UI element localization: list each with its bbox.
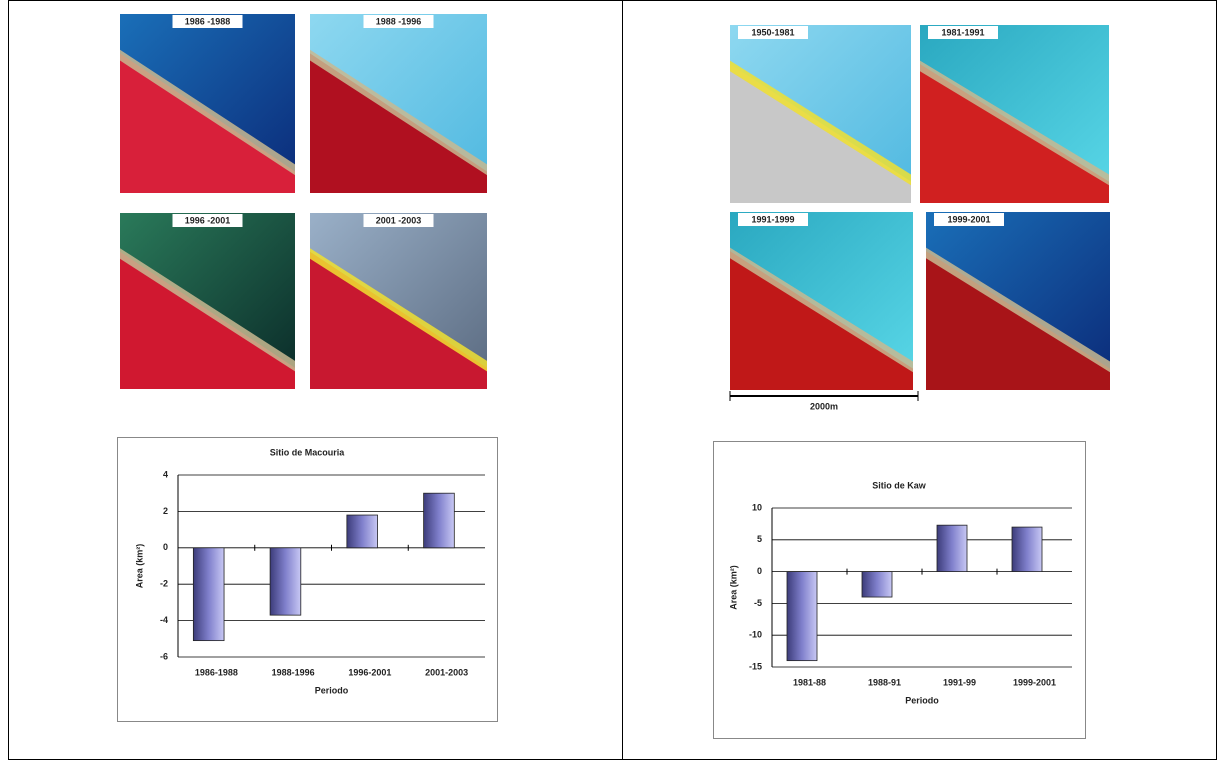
bar — [269, 547, 302, 616]
coast-band — [926, 247, 1110, 373]
x-axis-label: Periodo — [905, 695, 939, 705]
y-tick-label: 4 — [163, 469, 168, 479]
y-tick-label: -5 — [754, 598, 762, 608]
coast-band — [310, 49, 487, 176]
bar — [936, 524, 968, 572]
y-tick-label: -4 — [160, 615, 168, 625]
image-label: 1988 -1996 — [376, 16, 422, 26]
y-tick-label: -6 — [160, 651, 168, 661]
image-label: 2001 -2003 — [376, 215, 422, 225]
y-axis-label: Area (km²) — [728, 565, 738, 610]
coast-band — [730, 60, 911, 186]
coast-band — [920, 60, 1109, 186]
coast-band — [730, 247, 913, 373]
y-tick-label: -10 — [749, 630, 762, 640]
bar — [786, 571, 818, 662]
x-tick-label: 1999-2001 — [1013, 677, 1056, 687]
image-label: 1991-1999 — [751, 214, 794, 224]
coast-band — [310, 248, 487, 372]
bar — [346, 514, 378, 549]
x-tick-label: 1986-1988 — [195, 667, 238, 677]
y-tick-label: 2 — [163, 506, 168, 516]
x-tick-label: 1981-88 — [793, 677, 826, 687]
y-tick-label: -15 — [749, 661, 762, 671]
bar — [861, 571, 893, 598]
image-label-bg — [738, 26, 808, 39]
y-tick-label: 0 — [163, 542, 168, 552]
image-label-bg — [363, 214, 434, 227]
image-label: 1999-2001 — [947, 214, 990, 224]
chart-title: Sitio de Kaw — [872, 480, 927, 490]
image-label: 1986 -1988 — [185, 16, 231, 26]
x-tick-label: 1991-99 — [943, 677, 976, 687]
bar — [192, 547, 225, 642]
chart-frame — [117, 437, 498, 722]
image-label: 1950-1981 — [751, 27, 794, 37]
x-tick-label: 1996-2001 — [348, 667, 391, 677]
image-label: 1981-1991 — [941, 27, 984, 37]
image-label-bg — [928, 26, 998, 39]
x-axis-label: Periodo — [315, 685, 349, 695]
y-tick-label: -2 — [160, 579, 168, 589]
image-label-bg — [934, 213, 1004, 226]
image-label-bg — [172, 15, 243, 28]
x-tick-label: 1988-1996 — [272, 667, 315, 677]
image-label: 1996 -2001 — [185, 215, 231, 225]
x-tick-label: 1988-91 — [868, 677, 901, 687]
coast-band — [120, 49, 295, 176]
image-label-bg — [172, 214, 243, 227]
y-tick-label: 10 — [752, 502, 762, 512]
image-label-bg — [738, 213, 808, 226]
bar — [423, 492, 455, 549]
bar — [1011, 526, 1043, 573]
y-tick-label: 5 — [757, 534, 762, 544]
scale-label: 2000m — [810, 401, 838, 411]
image-label-bg — [363, 15, 434, 28]
coast-band — [120, 248, 295, 372]
x-tick-label: 2001-2003 — [425, 667, 468, 677]
y-tick-label: 0 — [757, 566, 762, 576]
chart-title: Sitio de Macouria — [270, 447, 346, 457]
y-axis-label: Area (km²) — [134, 544, 144, 589]
chart-frame — [713, 441, 1086, 739]
